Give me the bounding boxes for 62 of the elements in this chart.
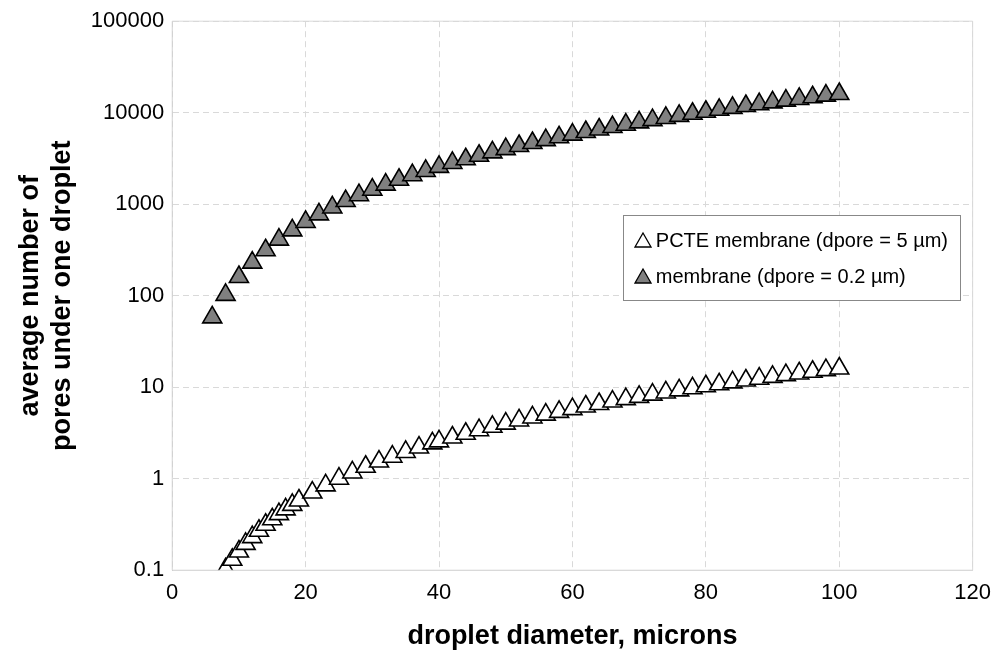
point — [281, 218, 303, 237]
point — [268, 227, 290, 246]
point — [522, 131, 543, 150]
x-tick-label: 100 — [820, 579, 858, 605]
x-tick-label: 40 — [426, 579, 452, 605]
y-tick-label: 1 — [151, 464, 165, 490]
point — [328, 466, 350, 485]
y-tick-label: 1000 — [115, 190, 165, 216]
point — [255, 238, 276, 257]
y-tick-label: 10 — [139, 373, 165, 399]
point — [562, 122, 583, 141]
point — [628, 110, 650, 129]
point — [348, 183, 370, 202]
point — [415, 159, 437, 178]
point — [522, 405, 543, 424]
point — [301, 480, 323, 499]
legend-label: membrane (dpore = 0.2 µm) — [655, 264, 906, 288]
point — [455, 421, 477, 441]
point — [508, 134, 530, 153]
point — [442, 425, 463, 444]
point — [602, 389, 623, 408]
y-tick-label: 10000 — [103, 98, 165, 124]
point — [428, 155, 450, 174]
point — [375, 172, 396, 191]
point — [828, 356, 850, 375]
point — [395, 440, 416, 459]
point — [308, 202, 330, 221]
point — [215, 283, 236, 302]
point — [368, 449, 390, 468]
point — [428, 429, 450, 448]
y-axis-title: average number of pores under one droplet — [13, 140, 77, 451]
point — [388, 167, 410, 187]
point — [288, 488, 310, 507]
legend-label: PCTE membrane (dpore = 5 µm) — [655, 228, 948, 252]
point — [408, 435, 430, 454]
point — [201, 305, 223, 324]
point — [228, 265, 250, 284]
x-axis-title: droplet diameter, microns — [407, 620, 738, 651]
point — [482, 140, 503, 159]
x-tick-label: 20 — [293, 579, 318, 605]
point — [455, 147, 477, 166]
point — [402, 163, 423, 182]
y-tick-label: 100000 — [90, 7, 165, 33]
point — [295, 210, 316, 229]
x-tick-label: 80 — [693, 579, 719, 605]
point — [828, 82, 850, 101]
point — [241, 250, 263, 269]
point — [315, 473, 336, 492]
point — [362, 177, 383, 197]
point — [535, 402, 557, 421]
point — [335, 189, 356, 208]
point — [482, 415, 503, 434]
x-tick-label: 120 — [954, 579, 992, 605]
y-tick-label: 0.1 — [133, 556, 165, 582]
y-tick-label: 100 — [127, 281, 165, 307]
point — [382, 444, 403, 463]
point — [355, 454, 376, 474]
point — [588, 117, 610, 136]
point — [341, 460, 363, 479]
x-tick-label: 0 — [166, 579, 179, 605]
point — [321, 195, 343, 214]
x-tick-label: 60 — [560, 579, 585, 605]
